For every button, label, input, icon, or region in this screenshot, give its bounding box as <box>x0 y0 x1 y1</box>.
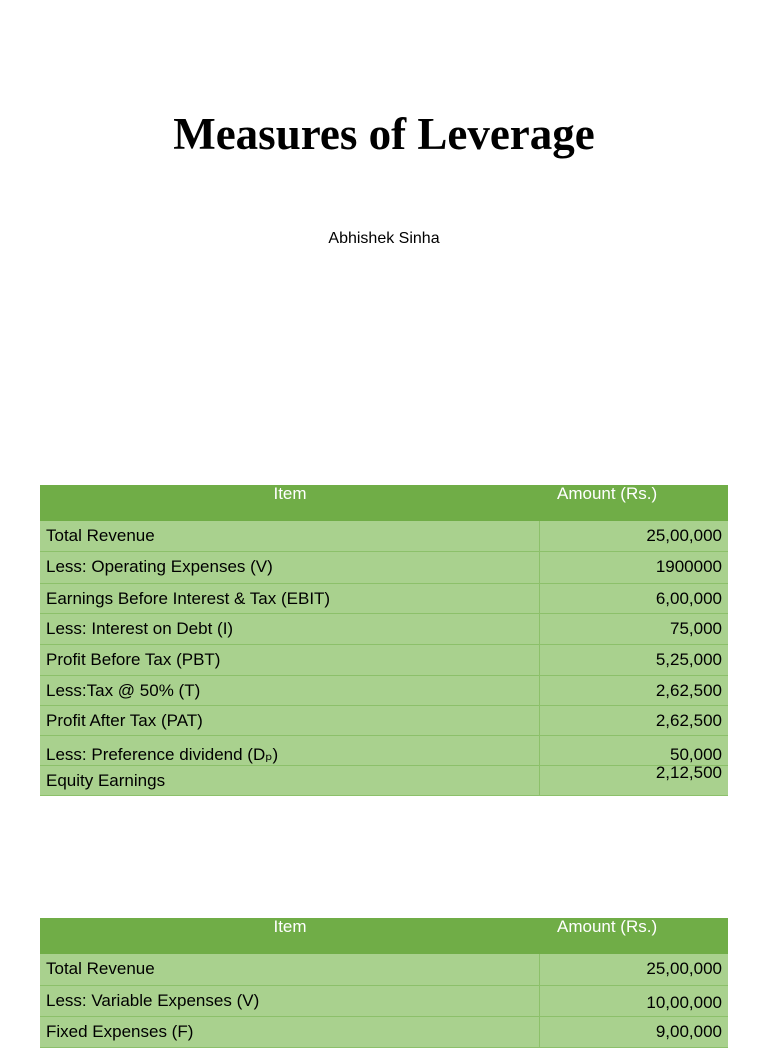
table-row: Profit Before Tax (PBT) 5,25,000 <box>40 645 728 676</box>
amount: 9,00,000 <box>655 1022 722 1041</box>
author: Abhishek Sinha <box>328 230 440 247</box>
item: Less: Variable Expenses (V) <box>40 986 540 1016</box>
amount: 2,62,500 <box>655 711 722 730</box>
column-header: Amount (Rs.) <box>557 917 658 936</box>
table-row: Earnings Before Interest & Tax (EBIT) 6,0… <box>40 584 728 614</box>
table-row: Total Revenue 25,00,000 <box>40 954 728 986</box>
item: Equity Earnings <box>40 766 540 795</box>
table: Item Amount (Rs.) Total Revenue 25,00,000 Le… <box>40 918 728 1048</box>
table-row: Fixed Expenses (F) 9,00,000 <box>40 1017 728 1048</box>
amount: 5,25,000 <box>655 650 722 669</box>
item: Profit After Tax (PAT) <box>40 706 540 735</box>
title: Measures of Leverage <box>173 109 595 159</box>
page: {"header": {"title": "Measures of Levera… <box>40 109 728 1048</box>
table-row: Total Revenue 25,00,000 <box>40 521 728 552</box>
amount: 75,000 <box>670 619 722 638</box>
table: Item Amount (Rs.) Total Revenue 25,00,000 Le… <box>40 485 728 796</box>
table-header: Item Amount (Rs.) <box>40 918 728 954</box>
amount: 25,00,000 <box>646 526 722 545</box>
amount: 2,12,500 <box>655 763 722 782</box>
amount: 2,62,500 <box>655 681 722 700</box>
amount: 50,000 <box>670 745 722 764</box>
column-header: Amount (Rs.) <box>557 484 658 503</box>
item: Earnings Before Interest & Tax (EBIT) <box>40 584 540 613</box>
table-row: Less: Interest on Debt (I) 75,000 <box>40 614 728 645</box>
amount: 6,00,000 <box>655 589 722 608</box>
item: Total Revenue <box>40 954 540 985</box>
table-row: Less:Tax @ 50% (T) 2,62,500 <box>40 676 728 706</box>
table-header: Item Amount (Rs.) <box>40 485 728 521</box>
column-header: Item <box>273 917 307 936</box>
item: Less:Tax @ 50% (T) <box>40 676 540 705</box>
table-row: Less: Operating Expenses (V) 1900000 <box>40 552 728 584</box>
amount: 1900000 <box>655 557 722 576</box>
item: Profit Before Tax (PBT) <box>40 645 540 675</box>
table-row: Equity Earnings 2,12,500 <box>40 763 728 796</box>
item: Total Revenue <box>40 521 540 551</box>
item: Fixed Expenses (F) <box>40 1017 540 1047</box>
item: Less: Interest on Debt (I) <box>40 614 540 644</box>
table-row: Profit After Tax (PAT) 2,62,500 <box>40 706 728 736</box>
amount: 10,00,000 <box>646 993 722 1012</box>
item: Less: Preference dividend (Dₚ) <box>40 736 540 765</box>
item: Less: Operating Expenses (V) <box>40 552 540 583</box>
amount: 25,00,000 <box>646 959 722 978</box>
column-header: Item <box>273 484 307 503</box>
table-row: Less: Preference dividend (Dₚ) 50,000 <box>40 736 728 766</box>
table-row: Less: Variable Expenses (V) 10,00,000 <box>40 986 728 1017</box>
